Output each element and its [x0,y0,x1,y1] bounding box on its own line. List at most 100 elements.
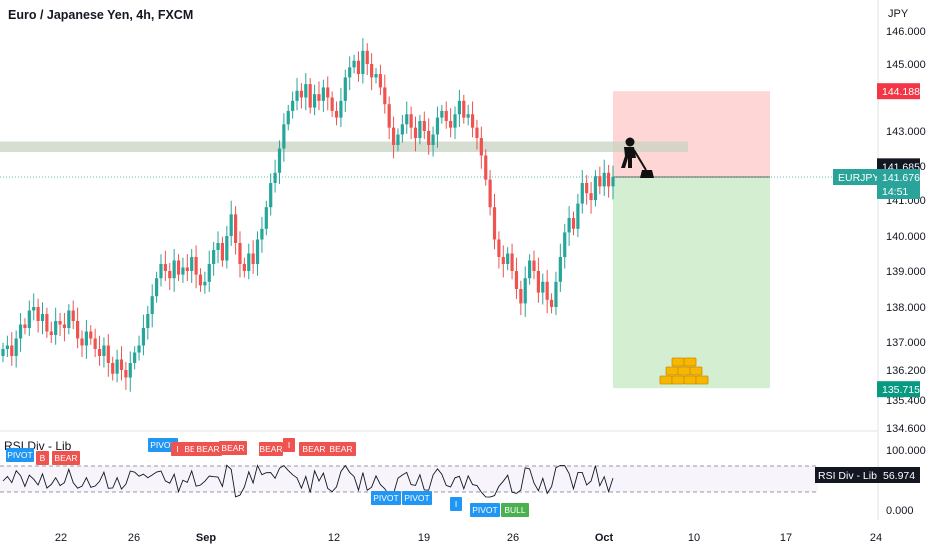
price-tick-label: 139.000 [886,266,926,278]
candle-body [339,100,343,118]
price-tick-label: 138.000 [886,302,926,314]
signal-tag-text: PIVOT [7,450,33,460]
gold-bar [659,375,673,385]
last-price-tag [877,169,920,200]
candle-body [536,271,540,293]
price-tick-label: 146.000 [886,26,926,38]
signal-tag [299,442,329,456]
stop-price-text: 144.188 [882,86,920,98]
currency-label: JPY [888,8,909,20]
candle-body [93,338,97,349]
candle-body [277,148,282,173]
candle-body [1,349,5,356]
candle-body [558,257,562,282]
candle-body [247,253,251,271]
gold-bar [683,357,697,367]
candle-body [580,183,584,204]
candle-body [84,331,88,346]
candle-body [427,131,431,145]
take-profit-zone [613,177,770,389]
candle-body [203,281,207,286]
signal-tag-text: BEAR [54,453,77,463]
icons [621,137,709,385]
candle-body [260,228,264,240]
candle-body [435,117,440,135]
gold-bar [671,357,685,367]
price-tick-label: 145.000 [886,59,926,71]
candle-body [137,345,141,353]
rsi-name-tag [815,467,877,483]
candle-body [593,176,598,200]
signal-tag [194,442,222,456]
candle-body [106,345,110,363]
candle-body [352,60,356,68]
price-tick-label: 143.000 [886,126,926,138]
time-tick-label: 19 [418,532,430,544]
signal-tag-text: PIVOT [404,493,430,503]
miner-icon [621,137,654,178]
candle-body [304,84,308,98]
candle-body [549,299,554,307]
gold-bar [677,366,691,376]
candle-body [488,179,492,208]
candle-body [444,110,448,121]
candle-body [607,172,611,187]
candle-body [168,271,172,279]
candle-body [370,64,374,78]
candle-body [198,274,203,286]
rsi-value-tag [877,467,920,483]
candle-body [571,218,576,229]
candle-body [10,345,14,356]
time-axis[interactable]: 22 26 Sep 12 19 26 Oct 10 17 24 [55,532,882,544]
candle-body [111,363,115,374]
candle-body [409,114,413,128]
rsi-line [2,464,614,498]
time-tick-label: 26 [128,532,140,544]
candle-body [440,110,444,118]
candle-body [190,257,194,271]
candle-body [418,120,422,138]
signal-tag [6,448,34,462]
signal-tag-text: I [288,440,290,450]
candle-body [470,114,475,128]
candle-body [598,176,602,187]
candle-body [330,97,334,111]
signal-tag [283,438,295,452]
gold-bar [671,375,685,385]
candle-body [36,307,40,321]
candle-body [80,338,84,346]
candle-body [216,243,220,250]
price-axis[interactable]: JPY146.000145.000143.000142.000141.00014… [833,8,926,435]
gold-bars-icon [659,357,709,385]
last-price-text: 141.676 [882,172,920,184]
candle-body [492,207,497,240]
candle-body [40,314,45,321]
candle-body [585,183,589,194]
candle-body [5,345,9,349]
candle-body [532,260,536,271]
signal-tag [52,451,80,465]
candlestick-series [1,38,615,392]
time-tick-label: 26 [507,532,519,544]
candle-body [554,281,558,307]
shovel-blade [640,170,654,178]
candle-body [133,352,137,363]
candle-body [58,321,62,325]
signal-tag [371,491,401,505]
countdown-text: 14:51 [882,186,908,198]
candle-body [49,331,53,335]
symbol-tag [833,169,877,186]
candle-body [510,253,514,271]
rsi-name-text: RSI Div - Lib [818,470,877,482]
candle-body [229,214,233,236]
time-tick-label: 17 [780,532,792,544]
candle-body [449,120,453,128]
candle-body [317,94,321,101]
candle-body [396,134,400,145]
candle-body [97,349,102,356]
time-tick-label: 22 [55,532,67,544]
rsi-panel: 100.000 0.000 RSI Div - Lib 56.974 PIVOT B BEA… [0,438,926,517]
signal-tag-text: BEAR [302,444,325,454]
candle-body [567,218,571,233]
